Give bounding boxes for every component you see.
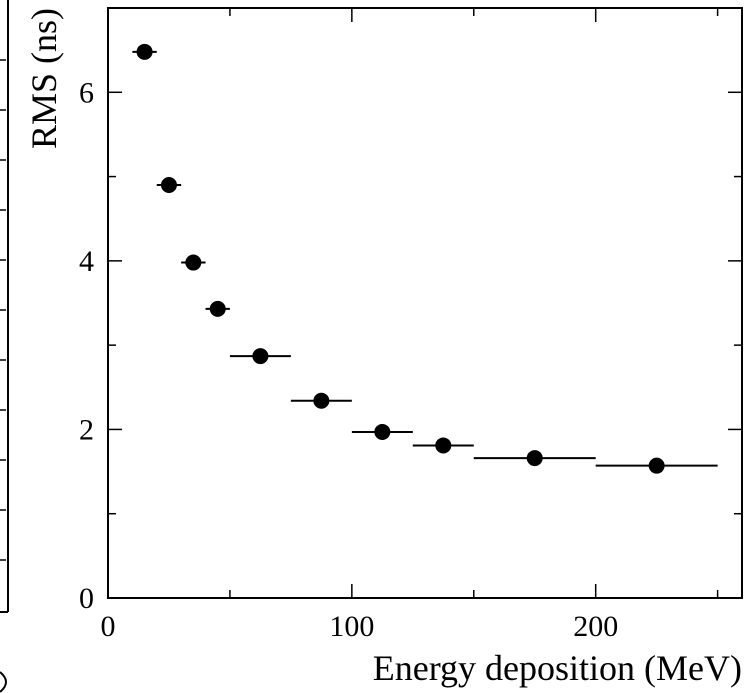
y-axis-title: RMS (ns) xyxy=(24,8,64,149)
x-axis-ticks xyxy=(107,8,719,598)
y-tick-label: 4 xyxy=(79,245,94,278)
data-point xyxy=(252,348,269,365)
data-point xyxy=(648,457,665,474)
y-tick-label: 6 xyxy=(79,76,94,109)
adjacent-panel-remnant xyxy=(0,0,9,693)
data-point xyxy=(526,450,543,467)
data-point xyxy=(160,177,177,193)
data-point xyxy=(313,392,330,409)
y-tick-label: 0 xyxy=(79,582,94,615)
data-point xyxy=(209,300,226,317)
data-point xyxy=(185,254,202,271)
plot-frame xyxy=(107,7,743,599)
x-tick-label: 100 xyxy=(329,610,374,643)
x-tick-label: 200 xyxy=(573,610,618,643)
x-axis-title: Energy deposition (MeV) xyxy=(373,648,742,688)
x-tick-label: 0 xyxy=(101,610,116,643)
y-axis-ticks xyxy=(108,7,742,599)
data-series xyxy=(132,43,718,474)
x-axis-tick-labels: 0 100 200 xyxy=(101,610,619,643)
data-point xyxy=(136,43,153,60)
data-point xyxy=(374,423,391,440)
y-axis-tick-labels: 0 2 4 6 xyxy=(79,76,94,615)
y-tick-label: 2 xyxy=(79,413,94,446)
data-point xyxy=(435,437,452,454)
